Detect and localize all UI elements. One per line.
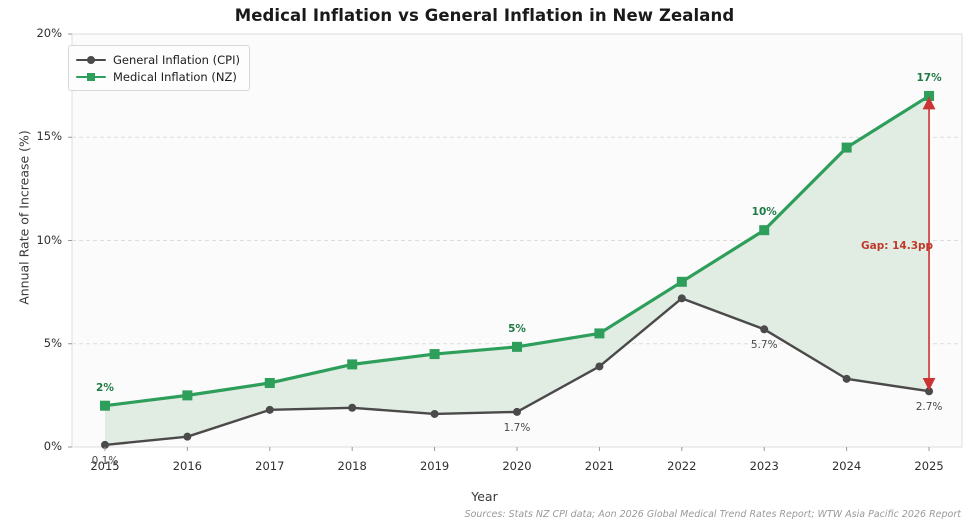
x-axis-tick-label: 2023 <box>749 459 779 473</box>
data-point-value-label: 5% <box>508 322 526 335</box>
y-axis-tick-label: 5% <box>43 335 62 350</box>
y-axis-tick-label: 20% <box>36 26 62 40</box>
data-point-marker[interactable] <box>759 225 770 236</box>
legend-item-general-inflation[interactable]: General Inflation (CPI) <box>76 51 240 68</box>
data-point-marker[interactable] <box>513 407 521 416</box>
chart-legend[interactable]: General Inflation (CPI) Medical Inflatio… <box>68 45 250 91</box>
x-axis-tick-label: 2020 <box>502 459 532 473</box>
legend-circle-marker-icon <box>87 55 95 64</box>
data-point-marker[interactable] <box>348 403 357 412</box>
x-axis-tick-label: 2018 <box>337 459 367 473</box>
x-axis-tick-label: 2016 <box>172 459 202 473</box>
data-point-marker[interactable] <box>594 328 605 339</box>
data-point-marker[interactable] <box>676 276 687 287</box>
x-axis-tick-label: 2015 <box>90 459 120 473</box>
data-point-marker[interactable] <box>842 374 851 383</box>
legend-item-medical-inflation[interactable]: Medical Inflation (NZ) <box>76 68 240 85</box>
data-point-value-label: 10% <box>751 206 777 219</box>
data-point-marker[interactable] <box>429 349 440 360</box>
data-point-marker[interactable] <box>100 440 109 449</box>
data-point-marker[interactable] <box>595 362 604 371</box>
data-point-marker[interactable] <box>924 90 935 101</box>
data-point-value-label: 1.7% <box>503 421 531 434</box>
x-axis-title: Year <box>471 489 498 504</box>
data-point-marker[interactable] <box>182 390 193 401</box>
x-axis-tick-label: 2022 <box>667 459 697 473</box>
data-point-marker[interactable] <box>183 432 192 441</box>
data-point-marker[interactable] <box>512 341 522 352</box>
legend-label-general-inflation: General Inflation (CPI) <box>113 52 240 67</box>
legend-swatch-medical-inflation <box>76 70 106 84</box>
data-point-marker[interactable] <box>430 409 439 418</box>
data-point-marker[interactable] <box>760 325 769 334</box>
gap-annotation-label: Gap: 14.3pp <box>861 239 934 252</box>
data-point-marker[interactable] <box>925 387 934 396</box>
y-axis-tick-label: 0% <box>43 439 62 453</box>
legend-label-medical-inflation: Medical Inflation (NZ) <box>113 69 237 84</box>
x-axis-tick-label: 2019 <box>419 459 450 473</box>
gap-fill-area <box>104 95 930 445</box>
x-axis-tick-label: 2025 <box>914 459 944 473</box>
x-axis-tick-label: 2017 <box>255 459 285 473</box>
data-point-value-label: 2.7% <box>915 401 943 414</box>
x-axis-tick-label: 2021 <box>584 459 615 473</box>
data-point-marker[interactable] <box>99 400 110 411</box>
source-note: Sources: Stats NZ CPI data; Aon 2026 Glo… <box>464 509 961 520</box>
data-point-marker[interactable] <box>841 142 852 153</box>
y-axis-tick-label: 10% <box>36 232 62 247</box>
legend-swatch-general-inflation <box>76 53 106 67</box>
data-point-marker[interactable] <box>677 294 686 303</box>
y-axis-tick-label: 15% <box>36 129 62 144</box>
data-point-value-label: 5.7% <box>750 339 778 352</box>
data-point-marker[interactable] <box>265 405 274 414</box>
chart-title: Medical Inflation vs General Inflation i… <box>234 6 735 25</box>
data-point-value-label: 17% <box>916 71 942 84</box>
data-point-value-label: 2% <box>96 381 114 394</box>
legend-square-marker-icon <box>87 72 95 81</box>
x-axis-tick-label: 2024 <box>831 459 862 473</box>
data-point-marker[interactable] <box>347 359 358 370</box>
data-point-value-label: 0.1% <box>91 454 119 467</box>
data-point-marker[interactable] <box>264 377 275 388</box>
